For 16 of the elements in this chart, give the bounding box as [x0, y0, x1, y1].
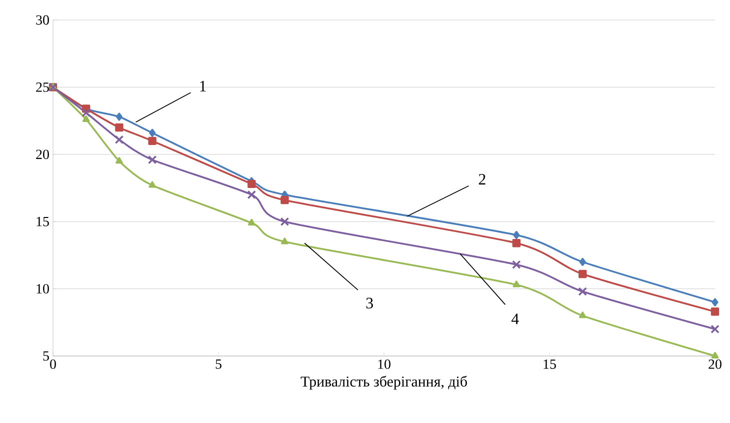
annotation: 4 [511, 314, 519, 324]
y-tick-label: 30 [36, 15, 49, 25]
annotation: 2 [478, 174, 486, 184]
x-axis-title: Тривалість зберігання, діб [300, 376, 467, 390]
x-tick-label: 15 [544, 360, 556, 369]
annotation: 1 [200, 80, 206, 92]
y-tick-label: 5 [43, 351, 49, 361]
x-tick-label: 20 [708, 360, 722, 369]
y-tick-label: 15 [36, 216, 49, 226]
y-tick-label: 20 [36, 150, 49, 160]
x-tick-label: 0 [50, 360, 56, 369]
x-tick-label: 5 [216, 360, 222, 369]
y-tick-label: 25 [36, 82, 49, 92]
x-tick-label: 10 [378, 360, 390, 369]
y-tick-label: 10 [36, 284, 49, 294]
annotation: 3 [366, 298, 373, 308]
